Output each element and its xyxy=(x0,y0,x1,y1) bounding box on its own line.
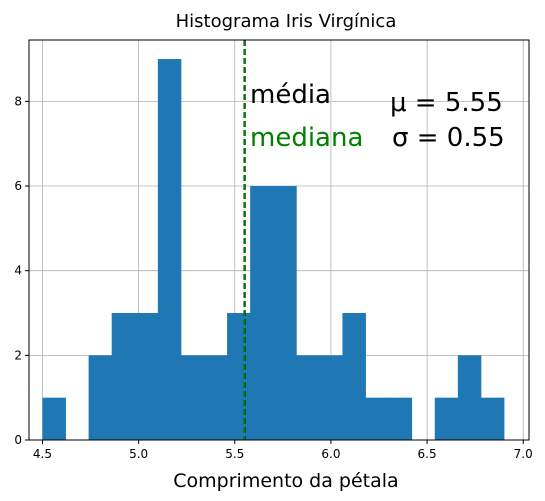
y-axis-ticks: 0 2 4 6 8 xyxy=(14,94,29,447)
histogram-bar xyxy=(134,313,159,440)
y-tick-label: 8 xyxy=(14,94,22,108)
histogram-bar xyxy=(480,397,505,440)
histogram-bar xyxy=(204,355,228,440)
y-tick-label: 4 xyxy=(14,264,22,278)
histogram-bar xyxy=(319,355,343,440)
x-axis-label: Comprimento da pétala xyxy=(173,470,398,492)
x-tick-label: 5.5 xyxy=(225,447,244,461)
mu-annotation: μ = 5.55 xyxy=(390,88,503,118)
histogram-bar xyxy=(42,397,66,440)
x-tick-label: 7.0 xyxy=(514,447,533,461)
x-tick-label: 5.0 xyxy=(129,447,148,461)
histogram-bar xyxy=(180,355,205,440)
x-axis-ticks: 4.5 5.0 5.5 6.0 6.5 7.0 xyxy=(33,440,533,461)
y-tick-label: 2 xyxy=(14,348,22,362)
histogram-bar xyxy=(250,186,274,440)
y-tick-label: 0 xyxy=(14,433,22,447)
histogram-bar xyxy=(88,355,113,440)
histogram-bar xyxy=(388,397,413,440)
histogram-bar xyxy=(227,313,251,440)
x-tick-label: 4.5 xyxy=(33,447,52,461)
median-label: mediana xyxy=(250,123,363,153)
y-tick-label: 6 xyxy=(14,179,22,193)
histogram-bar xyxy=(157,59,182,441)
histogram-bar xyxy=(434,397,459,440)
histogram-bar xyxy=(273,186,297,440)
histogram-bar xyxy=(365,397,390,440)
x-tick-label: 6.0 xyxy=(321,447,340,461)
plot-frame xyxy=(28,39,530,441)
sigma-annotation: σ = 0.55 xyxy=(392,123,505,153)
mean-label: média xyxy=(250,80,331,110)
x-tick-label: 6.5 xyxy=(418,447,437,461)
chart-title: Histograma Iris Virgínica xyxy=(176,11,397,32)
histogram-bar xyxy=(457,355,482,440)
histogram-bar xyxy=(342,313,366,440)
histogram-bar xyxy=(111,313,136,440)
histogram-bar xyxy=(296,355,320,440)
bars xyxy=(42,59,505,441)
